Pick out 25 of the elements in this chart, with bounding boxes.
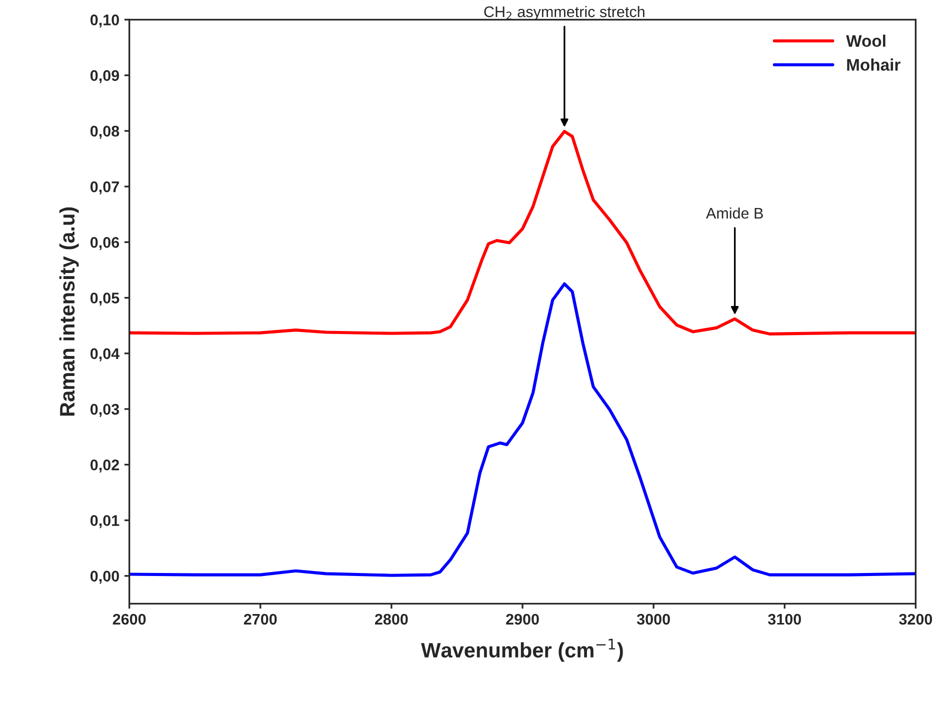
- y-axis-title: Raman intensity (a.u): [59, 207, 79, 416]
- x-tick-label: 2900: [506, 614, 539, 625]
- y-tick-label: 0,03: [90, 404, 120, 417]
- y-tick-label: 0,07: [90, 181, 119, 194]
- legend-label: Wool: [846, 34, 886, 47]
- y-tick-label: 0,00: [90, 570, 119, 584]
- y-tick-label: 0,02: [90, 460, 119, 473]
- x-tick-label: 3200: [899, 614, 932, 625]
- line-series: [129, 130, 916, 336]
- y-tick-label: 0,06: [90, 237, 120, 250]
- x-tick-label: 2800: [374, 614, 408, 625]
- y-tick-label: 0,09: [90, 70, 120, 84]
- y-tick-label: 0,08: [90, 126, 120, 139]
- x-tick-label: 2700: [244, 614, 277, 625]
- y-tick-label: 0,05: [90, 292, 120, 306]
- x-axis-title: Wavenumber (cm$^{−1}$): [421, 638, 623, 662]
- legend-label: Mohair: [847, 58, 900, 71]
- y-tick-label: 0,04: [90, 348, 120, 362]
- x-tick-label: 3100: [768, 614, 801, 625]
- x-tick-label: 2600: [112, 614, 146, 625]
- x-tick-label: 3000: [636, 614, 670, 625]
- y-tick-label: 0,10: [90, 14, 119, 28]
- line-series: [129, 282, 916, 577]
- annotation: Amide B: [706, 207, 763, 219]
- y-tick-label: 0,01: [90, 515, 120, 528]
